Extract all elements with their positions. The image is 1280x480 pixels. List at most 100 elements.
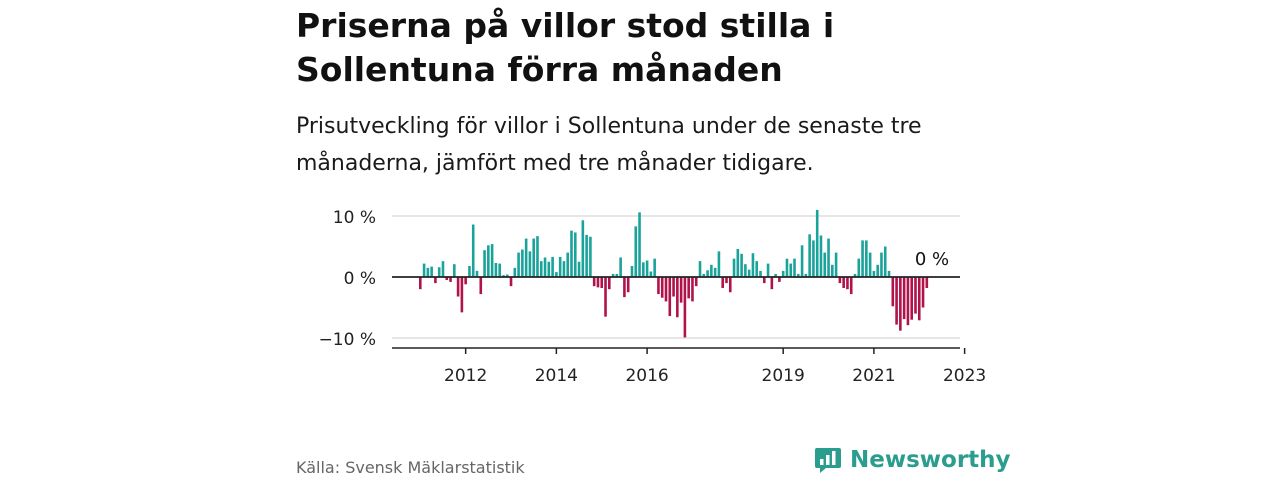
- bar: [566, 252, 570, 277]
- latest-value-annotation: 0 %: [915, 249, 949, 270]
- bar: [857, 258, 861, 277]
- bar: [713, 267, 717, 277]
- bar: [490, 244, 494, 277]
- bar: [861, 240, 864, 277]
- bar: [706, 270, 709, 277]
- bar: [702, 273, 706, 277]
- bar: [562, 261, 566, 277]
- y-tick-label: 10 %: [333, 208, 376, 228]
- bar: [740, 253, 743, 277]
- bar: [838, 277, 842, 284]
- bar: [812, 240, 815, 277]
- bar: [827, 238, 830, 277]
- bar: [509, 277, 513, 287]
- bar: [623, 277, 626, 298]
- bar: [657, 277, 660, 295]
- bar: [434, 277, 437, 284]
- bar: [626, 277, 630, 293]
- bar: [589, 236, 592, 277]
- newsworthy-logo-text: Newsworthy: [850, 447, 1011, 473]
- bar: [679, 277, 683, 303]
- bar: [914, 277, 917, 314]
- x-tick-label: 2019: [762, 366, 805, 386]
- bar: [577, 261, 581, 277]
- bar: [460, 277, 464, 313]
- bar: [660, 277, 664, 298]
- bar: [872, 270, 876, 277]
- bar: [823, 252, 827, 277]
- bar: [664, 277, 668, 302]
- bar: [475, 270, 479, 277]
- bar: [876, 264, 879, 277]
- bar: [721, 277, 724, 288]
- bar: [539, 261, 543, 277]
- bar: [494, 262, 498, 277]
- bar: [479, 277, 483, 295]
- bar: [638, 212, 641, 277]
- bar: [649, 271, 653, 277]
- bar: [687, 277, 690, 299]
- bar: [642, 262, 645, 277]
- bar: [917, 277, 921, 321]
- x-tick-label: 2021: [852, 366, 895, 386]
- bar: [793, 258, 796, 277]
- bar: [547, 261, 551, 277]
- bar: [747, 269, 751, 277]
- bar: [483, 250, 486, 277]
- bar: [725, 277, 728, 284]
- bar: [891, 277, 895, 307]
- bar: [430, 266, 433, 277]
- bar: [634, 226, 638, 277]
- x-tick-label: 2023: [943, 366, 986, 386]
- bar: [608, 277, 611, 290]
- source-note: Källa: Svensk Mäklarstatistik: [296, 458, 525, 477]
- bar: [426, 267, 430, 277]
- bar: [524, 238, 528, 277]
- bar: [513, 267, 517, 277]
- bar: [456, 277, 460, 297]
- bar: [498, 263, 501, 277]
- bar: [910, 277, 913, 320]
- y-axis-labels: 10 % 0 % −10 %: [319, 208, 376, 350]
- bar: [445, 277, 449, 281]
- bar: [736, 248, 740, 277]
- bar: [596, 277, 600, 288]
- bar: [797, 273, 800, 277]
- newsworthy-logo[interactable]: Newsworthy: [814, 446, 1011, 474]
- bar: [517, 252, 520, 277]
- bar: [536, 236, 539, 277]
- chart-subtitle: Prisutveckling för villor i Sollentuna u…: [296, 114, 922, 176]
- bar: [630, 266, 634, 277]
- bar-chart: 10 % 0 % −10 % 2012 2014 2016 2019 2021 2023 0 …: [319, 208, 987, 386]
- bar: [468, 266, 471, 277]
- bar: [600, 277, 604, 288]
- bar: [487, 245, 490, 277]
- bar: [895, 277, 898, 325]
- bar: [528, 251, 532, 277]
- bar: [698, 261, 702, 277]
- bar: [785, 258, 789, 277]
- bar: [759, 270, 762, 277]
- bar: [800, 245, 804, 277]
- bar: [751, 253, 755, 277]
- bar: [887, 270, 891, 277]
- bar: [672, 277, 675, 297]
- bar: [755, 261, 759, 277]
- bar: [551, 256, 554, 277]
- bar: [815, 209, 819, 277]
- bar: [846, 277, 849, 290]
- bar: [921, 277, 925, 308]
- bar: [762, 277, 766, 284]
- bar: [804, 273, 808, 277]
- bar: [471, 224, 475, 277]
- bar: [604, 277, 607, 317]
- bar: [831, 264, 834, 277]
- gridlines: [392, 215, 960, 339]
- bar: [502, 275, 505, 277]
- bar: [573, 232, 577, 277]
- bar: [464, 277, 467, 285]
- bar: [728, 277, 732, 293]
- bar: [558, 256, 562, 277]
- bar: [789, 263, 793, 277]
- bar: [449, 277, 452, 282]
